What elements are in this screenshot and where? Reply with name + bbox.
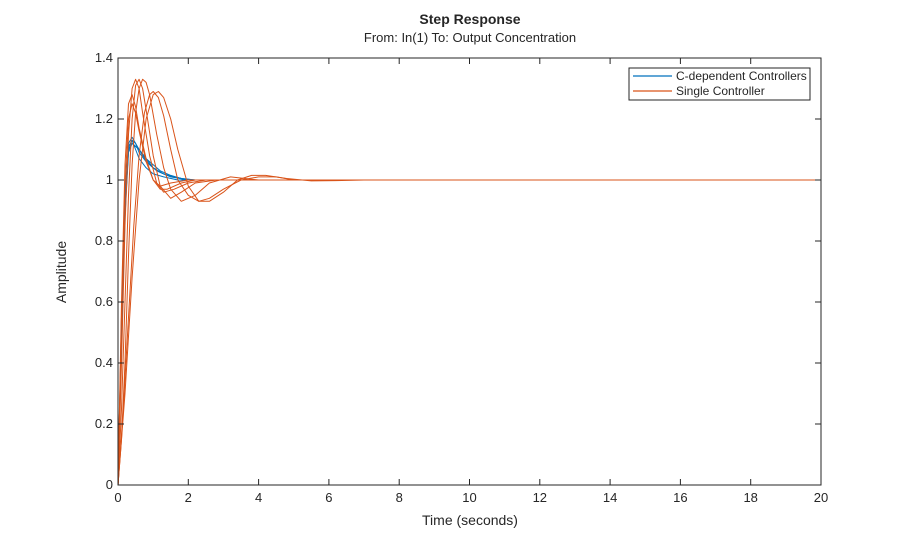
x-tick-label: 20 [814,490,828,505]
series-line-single-3 [117,78,821,486]
y-axis-label: Amplitude [53,241,69,303]
x-tick-label: 6 [325,490,332,505]
series-line-single-5 [117,91,821,486]
y-tick-label: 0 [106,477,113,492]
y-tick-label: 0.8 [95,233,113,248]
x-tick-label: 8 [396,490,403,505]
plot-lines [117,78,821,486]
x-tick-label: 0 [114,490,121,505]
legend-box [628,67,811,101]
x-axis-label: Time (seconds) [422,512,518,528]
y-tick-label: 1 [106,172,113,187]
series-line-c-dependent-4 [117,142,821,486]
y-tick-label: 0.2 [95,416,113,431]
y-tick-label: 0.6 [95,294,113,309]
y-tick-label: 1.2 [95,111,113,126]
plot-frame [117,57,822,486]
x-tick-label: 10 [462,490,476,505]
x-tick-label: 14 [603,490,617,505]
chart-title: Step Response [419,11,520,27]
axis-ticks: 0 2 4 6 8 10 12 14 16 18 20 0 0.2 0.4 0.6 0.8 1 1.2 1.4 [95,50,828,505]
x-tick-label: 4 [255,490,262,505]
x-tick-label: 16 [673,490,687,505]
series-line-c-dependent-5 [117,142,821,486]
series-line-single-1 [117,94,821,486]
x-tick-label: 18 [743,490,757,505]
y-tick-label: 0.4 [95,355,113,370]
series-line-single-6 [117,91,821,486]
y-tick-label: 1.4 [95,50,113,65]
x-tick-label: 12 [533,490,547,505]
series-line-single-7 [117,103,821,486]
series-line-single-4 [117,78,821,486]
legend: C-dependent Controllers Single Controlle… [628,67,811,101]
chart-subtitle: From: In(1) To: Output Concentration [364,30,576,45]
legend-label-single: Single Controller [676,84,765,98]
legend-label-c-dependent: C-dependent Controllers [676,69,807,83]
series-line-single-2 [117,78,821,486]
x-tick-label: 2 [185,490,192,505]
